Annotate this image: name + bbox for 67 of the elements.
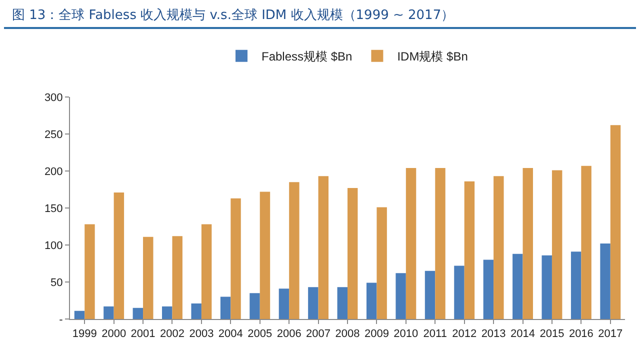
bar — [84, 224, 95, 319]
bar — [454, 266, 464, 319]
bar — [581, 166, 592, 319]
bar — [114, 192, 124, 319]
x-tick-label: 2015 — [540, 328, 564, 340]
bar — [435, 168, 446, 319]
bar — [337, 287, 348, 319]
x-tick-label: 2007 — [306, 328, 331, 340]
bar — [570, 252, 582, 319]
x-tick-label: 2006 — [276, 328, 302, 340]
bar — [318, 176, 329, 319]
x-tick-label: 2002 — [160, 328, 184, 340]
y-tick-label: 100 — [44, 240, 63, 252]
x-tick-label: 2014 — [510, 328, 535, 340]
bar — [132, 308, 144, 319]
bar — [104, 306, 114, 319]
legend-label: IDM规模 $Bn — [397, 50, 468, 64]
bar — [464, 181, 475, 319]
x-tick-label: 2016 — [568, 328, 594, 340]
bar — [396, 273, 406, 319]
bar — [512, 254, 523, 319]
bar — [494, 176, 504, 319]
x-tick-label: 2013 — [481, 328, 506, 340]
bar — [308, 287, 318, 319]
x-tick-label: 2009 — [364, 328, 389, 340]
x-tick-label: 2005 — [248, 328, 272, 340]
chart-title: 图 13：全球 Fabless 收入规模与 v.s.全球 IDM 收入规模（1999 ~ 2017） — [4, 0, 636, 29]
x-tick-label: 2010 — [394, 328, 418, 340]
x-tick-label: 2001 — [130, 328, 156, 340]
bar — [600, 244, 610, 319]
bar — [201, 224, 212, 319]
bar — [542, 255, 552, 319]
bar — [522, 168, 533, 319]
bar — [260, 192, 270, 319]
y-tick-label: - — [59, 314, 64, 326]
x-tick-label: 2012 — [452, 328, 477, 340]
bar — [424, 270, 436, 319]
x-tick-label: 2004 — [218, 328, 243, 340]
bar — [250, 293, 260, 319]
bar — [143, 236, 154, 319]
bar — [406, 168, 416, 319]
y-tick-label: 300 — [44, 92, 63, 104]
bar — [278, 288, 290, 319]
bar — [162, 306, 172, 319]
bar — [220, 296, 231, 319]
bar — [483, 260, 494, 319]
bar — [74, 310, 85, 319]
bar — [610, 125, 621, 319]
y-tick-label: 150 — [44, 202, 63, 215]
x-tick-label: 1999 — [72, 328, 97, 340]
bar — [230, 198, 241, 319]
bar — [376, 207, 387, 319]
x-tick-label: 2017 — [598, 328, 623, 340]
bar — [172, 236, 182, 319]
x-tick-label: 2003 — [189, 328, 214, 340]
x-tick-label: 2008 — [335, 328, 360, 340]
x-tick-label: 2011 — [423, 328, 447, 340]
x-tick-label: 2000 — [102, 328, 126, 340]
bar — [366, 282, 377, 319]
bar — [191, 303, 202, 319]
legend-label: Fabless规模 $Bn — [262, 50, 352, 64]
y-tick-label: 200 — [44, 166, 63, 178]
bar — [348, 188, 358, 319]
bar — [552, 170, 562, 319]
bar — [289, 182, 300, 319]
y-tick-label: 50 — [50, 276, 63, 289]
y-tick-label: 250 — [44, 128, 63, 141]
